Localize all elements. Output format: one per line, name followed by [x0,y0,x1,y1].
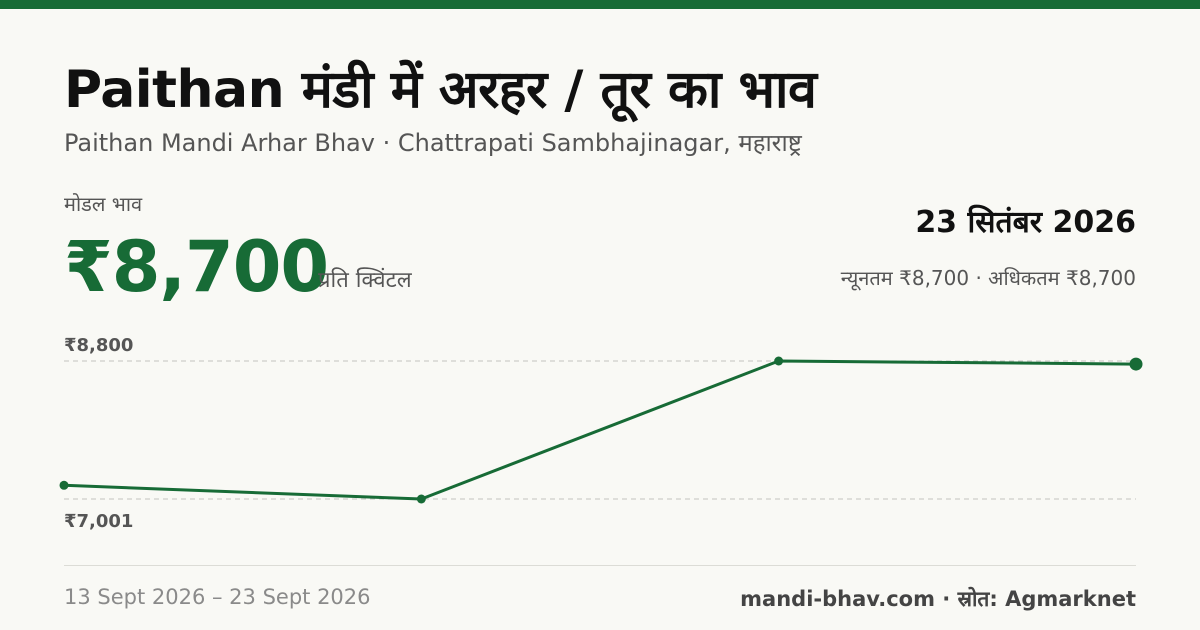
price-unit: प्रति क्विंटल [318,268,412,293]
modal-price-value: ₹8,700 [64,226,329,308]
latest-data-point [1129,357,1143,371]
top-accent-bar [0,0,1200,9]
data-point [59,480,69,490]
price-line-chart: ₹8,800 ₹7,001 [59,335,1143,532]
y-tick-label: ₹7,001 [64,511,133,532]
date-range: 13 Sept 2026 – 23 Sept 2026 [64,585,371,609]
series-line [63,359,1137,501]
footer-divider [64,565,1136,566]
data-point [774,356,784,366]
min-max-range: न्यूनतम ₹8,700 · अधिकतम ₹8,700 [840,266,1136,290]
page-subtitle: Paithan Mandi Arhar Bhav · Chattrapati S… [64,129,802,157]
source-credit: mandi-bhav.com · स्रोत: Agmarknet [740,587,1136,611]
y-tick-label: ₹8,800 [64,335,133,356]
page-title: Paithan मंडी में अरहर / तूर का भाव [64,60,817,120]
data-point [416,494,426,504]
modal-price-label: मोडल भाव [64,192,143,216]
price-date: 23 सितंबर 2026 [915,205,1136,240]
